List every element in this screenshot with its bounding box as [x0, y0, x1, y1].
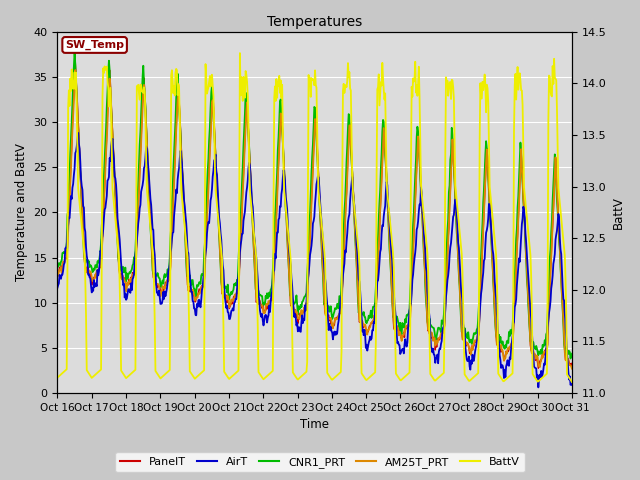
Title: Temperatures: Temperatures [267, 15, 362, 29]
Y-axis label: BattV: BattV [612, 196, 625, 229]
Legend: PanelT, AirT, CNR1_PRT, AM25T_PRT, BattV: PanelT, AirT, CNR1_PRT, AM25T_PRT, BattV [115, 452, 525, 472]
Text: SW_Temp: SW_Temp [65, 40, 124, 50]
X-axis label: Time: Time [300, 419, 329, 432]
Y-axis label: Temperature and BattV: Temperature and BattV [15, 144, 28, 281]
